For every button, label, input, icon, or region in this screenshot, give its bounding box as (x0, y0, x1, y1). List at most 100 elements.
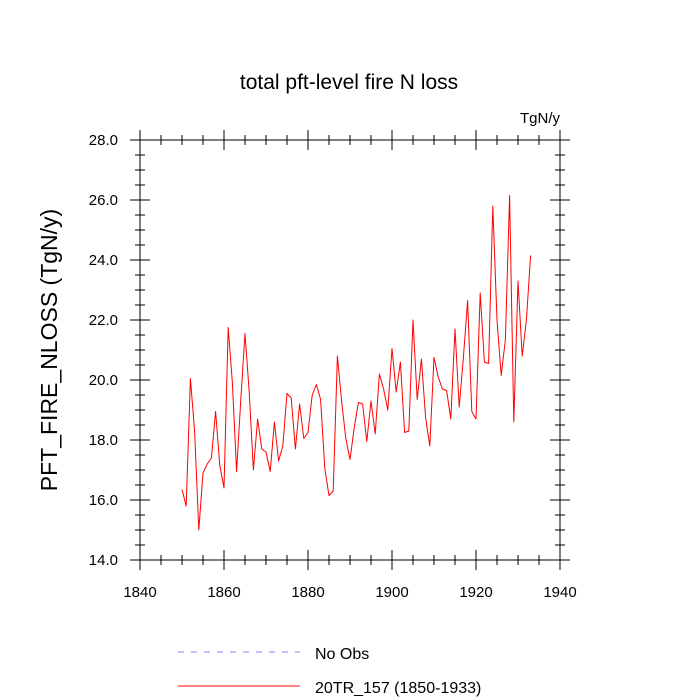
data-point (287, 393, 288, 394)
data-point (308, 432, 309, 433)
data-point (413, 320, 414, 321)
data-point (282, 446, 283, 447)
data-point (513, 422, 514, 423)
data-point (190, 378, 191, 379)
y-tick-label: 26.0 (89, 192, 118, 209)
data-point (404, 432, 405, 433)
data-point (194, 431, 195, 432)
y-tick-label: 24.0 (89, 252, 118, 269)
data-point (320, 399, 321, 400)
data-point (434, 357, 435, 358)
data-point (295, 449, 296, 450)
data-point (505, 339, 506, 340)
y-tick-label: 16.0 (89, 492, 118, 509)
data-point (446, 390, 447, 391)
data-point (291, 398, 292, 399)
data-point (526, 320, 527, 321)
data-point (371, 401, 372, 402)
data-point (316, 384, 317, 385)
data-point (425, 417, 426, 418)
data-point (278, 461, 279, 462)
data-point (303, 438, 304, 439)
x-tick-label: 1880 (291, 584, 324, 601)
data-point (354, 428, 355, 429)
data-point (488, 363, 489, 364)
data-point (186, 506, 187, 507)
data-point (236, 471, 237, 472)
legend-label-no-obs: No Obs (315, 646, 369, 663)
units-label: TgN/y (520, 110, 561, 127)
data-point (219, 465, 220, 466)
data-point (358, 402, 359, 403)
data-point (249, 392, 250, 393)
data-point (463, 357, 464, 358)
data-point (484, 362, 485, 363)
chart-title: total pft-level fire N loss (240, 71, 458, 94)
data-point (207, 464, 208, 465)
data-point (329, 495, 330, 496)
x-tick-label: 1920 (459, 584, 492, 601)
data-point (429, 446, 430, 447)
data-point (375, 434, 376, 435)
data-point (232, 383, 233, 384)
data-point (324, 468, 325, 469)
data-point (396, 392, 397, 393)
plot-frame (139, 139, 561, 561)
data-point (203, 473, 204, 474)
data-point (350, 459, 351, 460)
data-point (379, 374, 380, 375)
legend-label-20tr-157: 20TR_157 (1850-1933) (315, 680, 481, 697)
y-tick-label: 28.0 (89, 132, 118, 149)
data-point (366, 441, 367, 442)
data-point (257, 419, 258, 420)
data-point (492, 206, 493, 207)
y-tick-label: 20.0 (89, 372, 118, 389)
data-point (450, 419, 451, 420)
data-point (455, 329, 456, 330)
x-tick-label: 1900 (375, 584, 408, 601)
data-point (312, 395, 313, 396)
axis-ticks (130, 130, 570, 570)
legend: No Obs 20TR_157 (1850-1933) (178, 646, 481, 697)
y-tick-label: 14.0 (89, 552, 118, 569)
data-point (333, 491, 334, 492)
data-point (198, 530, 199, 531)
data-point (392, 348, 393, 349)
y-axis-label: PFT_FIRE_NLOSS (TgN/y) (36, 209, 62, 491)
data-point (408, 431, 409, 432)
data-point (400, 362, 401, 363)
x-tick-label: 1940 (543, 584, 576, 601)
data-point (387, 410, 388, 411)
data-point (240, 399, 241, 400)
data-point (211, 458, 212, 459)
data-point (274, 422, 275, 423)
data-point (471, 411, 472, 412)
data-point (509, 195, 510, 196)
data-point (245, 333, 246, 334)
data-point (266, 452, 267, 453)
data-point (522, 356, 523, 357)
data-point (421, 359, 422, 360)
data-point (182, 489, 183, 490)
y-tick-label: 18.0 (89, 432, 118, 449)
data-point (480, 293, 481, 294)
data-point (442, 389, 443, 390)
x-tick-label: 1840 (123, 584, 156, 601)
data-point (383, 389, 384, 390)
series-layer (181, 195, 532, 531)
data-point (270, 471, 271, 472)
data-point (467, 300, 468, 301)
data-point (253, 470, 254, 471)
data-point (345, 438, 346, 439)
data-point (497, 320, 498, 321)
data-point (261, 449, 262, 450)
data-point (228, 327, 229, 328)
data-point (459, 407, 460, 408)
data-point (518, 281, 519, 282)
x-tick-label: 1860 (207, 584, 240, 601)
data-point (438, 377, 439, 378)
data-point (530, 255, 531, 256)
axis-tick-labels: 1840 1860 1880 1900 1920 1940 14.0 16.0 18.0 20.0… (89, 132, 577, 601)
series-line-1 (181, 195, 532, 531)
